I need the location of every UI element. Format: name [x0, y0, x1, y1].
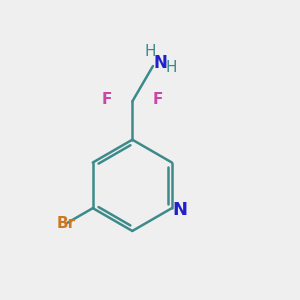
Text: N: N	[153, 54, 167, 72]
Text: H: H	[144, 44, 156, 59]
Text: Br: Br	[56, 216, 75, 231]
Text: H: H	[166, 60, 177, 75]
Text: F: F	[102, 92, 112, 107]
Text: F: F	[152, 92, 163, 107]
Text: N: N	[172, 201, 188, 219]
